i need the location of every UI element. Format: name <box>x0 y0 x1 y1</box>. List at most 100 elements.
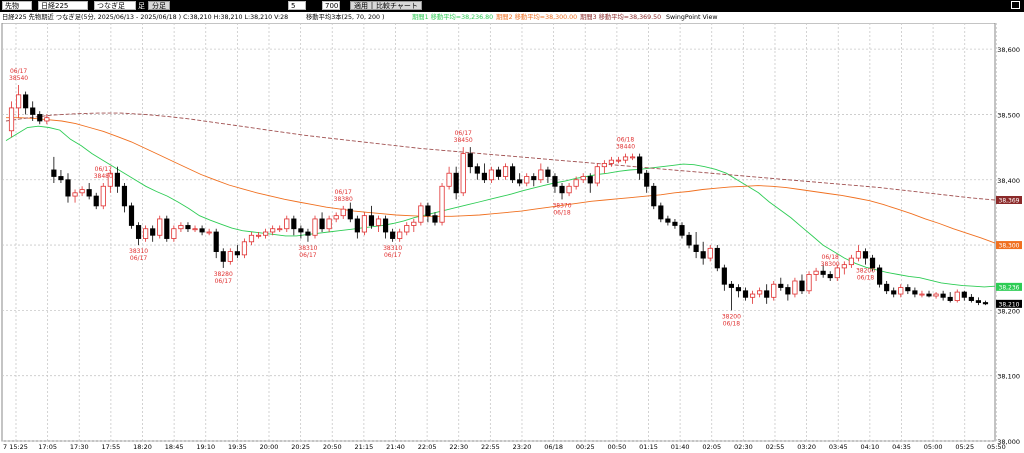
candle-body <box>220 251 226 262</box>
y-tick-label: 38,400 <box>997 177 1020 185</box>
candle-body <box>573 179 579 187</box>
current-value-tag <box>996 241 1022 250</box>
candle-body <box>813 270 819 275</box>
candle-body <box>538 169 544 181</box>
x-tick-label: 03:45 <box>829 443 848 451</box>
candle-body <box>559 185 565 194</box>
candle-body <box>919 293 925 296</box>
candle-body <box>587 176 593 184</box>
apply-button[interactable]: 適用 <box>350 1 372 10</box>
candle-body <box>721 267 727 285</box>
x-tick-label: 02:05 <box>702 443 721 451</box>
x-tick-label: 19:35 <box>228 443 247 451</box>
candle-body <box>8 107 15 132</box>
candle-body <box>277 228 283 231</box>
x-tick-label: 17:30 <box>70 443 89 451</box>
candle-body <box>185 225 191 230</box>
candle-body <box>672 221 678 226</box>
swingpoint-view[interactable]: SwingPoint View <box>666 14 718 21</box>
x-tick-label: 18:45 <box>165 443 184 451</box>
candle-body <box>968 296 974 301</box>
candle-body <box>898 287 904 295</box>
candle-body <box>107 172 113 187</box>
candle-body <box>820 270 826 275</box>
moving-average-line <box>5 112 996 201</box>
y-tick-label: 38,500 <box>997 111 1020 119</box>
symbol-select[interactable]: 日経225 <box>38 1 88 10</box>
candle-body <box>333 215 339 220</box>
candle-body <box>100 185 106 207</box>
candle-body <box>905 287 911 292</box>
swing-annotation: 38310 <box>129 248 148 255</box>
swing-annotation: 06/18 <box>857 275 874 282</box>
x-tick-label: 01:15 <box>639 443 658 451</box>
moving-average-line <box>6 117 996 244</box>
maximize-icon[interactable] <box>1011 1 1020 9</box>
period-button[interactable]: 分足 <box>148 1 170 10</box>
session-select[interactable]: つなぎ足 <box>94 1 136 10</box>
candle-body <box>248 234 255 243</box>
swing-annotation: 38310 <box>383 245 402 252</box>
candle-body <box>319 218 325 230</box>
candle-body <box>771 283 777 298</box>
ma2-value: 期間2 移動平均=38,300.00 <box>496 14 578 21</box>
candle-body <box>947 296 953 301</box>
swing-annotation: 38380 <box>334 196 353 203</box>
swing-annotation: 06/18 <box>617 137 634 144</box>
swing-annotation: 06/17 <box>215 278 232 285</box>
x-tick-label: 19:10 <box>196 443 215 451</box>
candle-body <box>397 231 403 239</box>
candle-body <box>474 166 480 174</box>
x-tick-label: 02:30 <box>734 443 753 451</box>
candle-body <box>855 251 862 259</box>
candle-body <box>382 218 389 233</box>
ma-title: 移動平均3本(25, 70, 200 ) <box>306 14 385 21</box>
candle-body <box>453 172 459 194</box>
current-value-label: 38,210 <box>999 301 1020 308</box>
current-value-label: 38,369 <box>999 197 1020 204</box>
x-tick-label: 7 15:25 <box>3 443 28 451</box>
chart-kind-label: 足 <box>138 2 145 10</box>
candle-body <box>93 195 99 207</box>
swing-annotation: 06/17 <box>130 255 147 262</box>
candle-body <box>806 274 812 292</box>
x-tick-label: 22:55 <box>481 443 500 451</box>
info-bar: 日経225 先物期近 つなぎ足(5分, 2025/06/13 - 2025/06… <box>0 12 1024 23</box>
x-tick-label: 17:55 <box>102 443 121 451</box>
candle-body <box>714 247 720 269</box>
candle-body <box>312 218 318 236</box>
candle-body <box>524 176 530 184</box>
x-tick-label: 04:35 <box>892 443 911 451</box>
candle-body <box>799 280 805 292</box>
candle-body <box>848 257 854 266</box>
candle-body <box>517 179 523 184</box>
x-tick-label: 18:20 <box>133 443 152 451</box>
candle-body <box>665 218 671 223</box>
candle-body <box>439 185 445 223</box>
swing-annotation: 06/17 <box>299 252 316 259</box>
candle-body <box>700 251 706 259</box>
instrument-select[interactable]: 先物 <box>2 1 32 10</box>
candle-body <box>150 228 156 236</box>
candle-body <box>15 94 22 109</box>
interval-input[interactable]: 5 <box>288 1 306 10</box>
candle-body <box>608 159 615 164</box>
candle-body <box>940 293 946 298</box>
candle-body <box>481 172 487 181</box>
candle-body <box>644 172 650 187</box>
candle-body <box>884 283 890 292</box>
swing-annotation: 38200 <box>856 268 875 275</box>
swing-annotation: 06/18 <box>822 254 839 261</box>
candle-body <box>255 234 262 237</box>
candle-body <box>446 172 452 187</box>
swing-annotation: 38480 <box>94 173 113 180</box>
candle-body <box>467 153 473 168</box>
candle-body <box>637 156 643 174</box>
compare-chart-button[interactable]: 比較チャート <box>372 1 422 10</box>
y-tick-label: 38,000 <box>997 438 1020 446</box>
swing-annotation: 38540 <box>9 75 28 82</box>
candle-body <box>622 156 629 161</box>
y-tick-label: 38,100 <box>997 373 1020 381</box>
bar-count-input[interactable]: 700 <box>322 1 340 10</box>
current-value-tag <box>996 299 1022 308</box>
